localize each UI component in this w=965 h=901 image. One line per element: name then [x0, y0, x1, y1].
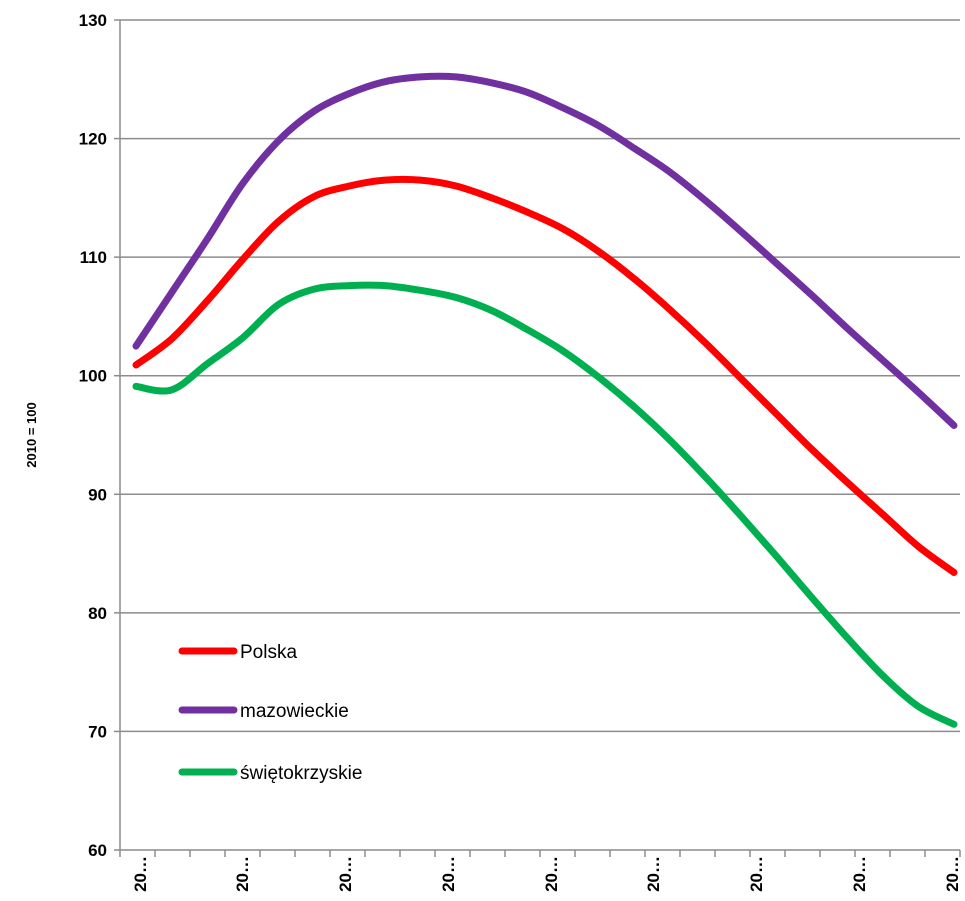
x-tick-label: 20…: [850, 856, 869, 892]
legend-item-mazowieckie: mazowieckie: [178, 701, 349, 722]
legend-label: świętokrzyskie: [240, 763, 362, 784]
legend-label: Polska: [240, 642, 297, 663]
legend-item-swietokrzyskie: świętokrzyskie: [178, 763, 362, 784]
y-tick-label: 130: [79, 11, 107, 30]
series-line-swietokrzyskie: [132, 281, 958, 728]
x-tick-label: 20…: [439, 856, 458, 892]
y-tick-label: 100: [79, 367, 107, 386]
x-tick-label: 20…: [336, 856, 355, 892]
y-tick-label: 110: [80, 248, 107, 267]
series-line-polska: [132, 175, 958, 576]
y-tick-label: 60: [88, 841, 107, 860]
x-tick-label: 20…: [943, 856, 962, 892]
y-axis-label: 2010 = 100: [24, 402, 39, 467]
legend-item-polska: Polska: [178, 642, 297, 663]
y-tick-label: 90: [88, 485, 107, 504]
x-tick-label: 20…: [131, 856, 150, 892]
x-tick-label: 20…: [233, 856, 252, 892]
x-tick-label: 20…: [644, 856, 663, 892]
x-tick-label: 20…: [747, 856, 766, 892]
legend: Polska mazowieckie świętokrzyskie: [178, 642, 362, 784]
x-tick-label: 20…: [542, 856, 561, 892]
axes: 60 70 80 90 100 110 120 130 20… 20… 20… 20… 20… 20… 20…: [79, 11, 962, 892]
y-tick-label: 120: [79, 130, 107, 149]
y-tick-label: 80: [88, 604, 107, 623]
legend-label: mazowieckie: [240, 701, 349, 722]
series-lines: [132, 72, 958, 728]
series-line-mazowieckie: [132, 72, 958, 429]
y-tick-label: 70: [88, 722, 107, 741]
grid-lines: [120, 19, 960, 733]
